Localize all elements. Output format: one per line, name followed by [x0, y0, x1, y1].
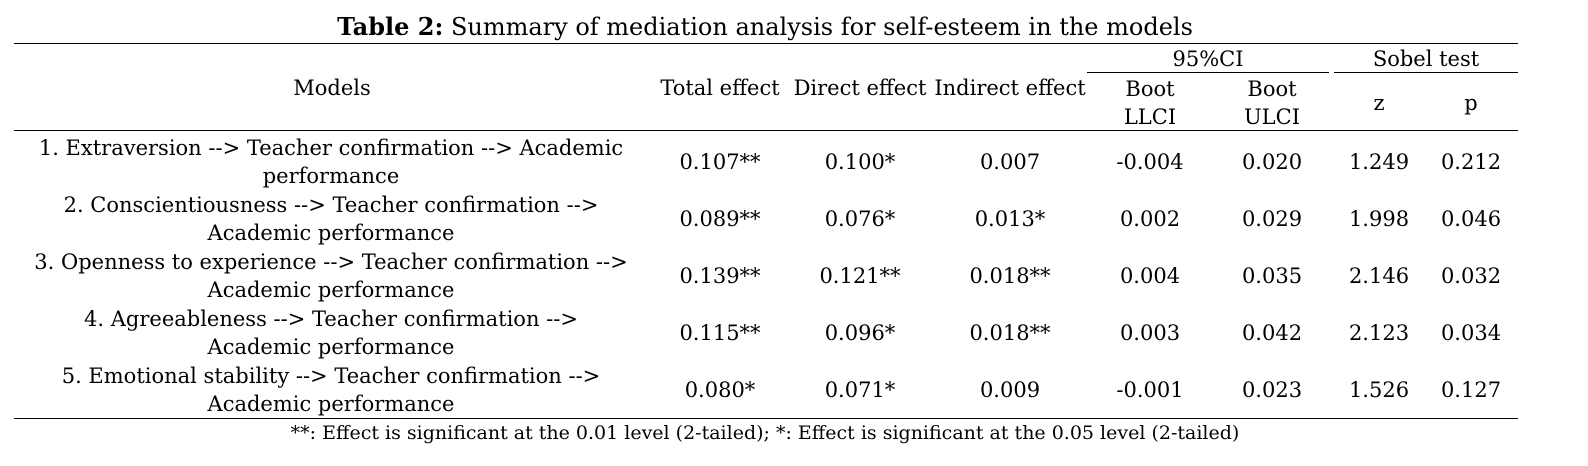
- header-indirect-effect: Indirect effect: [934, 76, 1086, 100]
- cell-z: 1.998: [1348, 206, 1410, 231]
- header-ci-group: 95%CI: [1172, 47, 1244, 71]
- cell-boot-ulci: 0.023: [1241, 378, 1303, 403]
- table-caption: Table 2: Summary of mediation analysis f…: [0, 12, 1530, 42]
- cell-p: 0.034: [1440, 321, 1502, 346]
- header-boot-ulci: Boot ULCI: [1243, 77, 1300, 129]
- cell-p: 0.212: [1440, 149, 1502, 174]
- cell-total-effect: 0.107**: [679, 149, 761, 174]
- sobel-group-rule: [1334, 72, 1518, 73]
- header-z: z: [1373, 91, 1385, 115]
- cell-z: 1.526: [1348, 378, 1410, 403]
- table-footnote: **: Effect is significant at the 0.01 le…: [290, 422, 1240, 444]
- header-sobel-group: Sobel test: [1372, 47, 1480, 71]
- cell-boot-llci: 0.003: [1119, 321, 1181, 346]
- cell-p: 0.127: [1440, 378, 1502, 403]
- cell-direct-effect: 0.121**: [819, 263, 901, 288]
- cell-z: 2.123: [1348, 321, 1410, 346]
- cell-indirect-effect: 0.009: [979, 378, 1041, 403]
- cell-direct-effect: 0.071*: [824, 378, 896, 403]
- cell-boot-llci: -0.001: [1116, 378, 1184, 403]
- cell-model: 4. Agreeableness --> Teacher confirmatio…: [84, 307, 578, 360]
- cell-boot-llci: -0.004: [1116, 149, 1184, 174]
- cell-boot-ulci: 0.042: [1241, 321, 1303, 346]
- cell-indirect-effect: 0.013*: [974, 206, 1046, 231]
- cell-boot-llci: 0.004: [1119, 263, 1181, 288]
- cell-model: 5. Emotional stability --> Teacher confi…: [61, 364, 601, 417]
- cell-direct-effect: 0.100*: [824, 149, 896, 174]
- cell-model: 3. Openness to experience --> Teacher co…: [34, 249, 628, 302]
- header-models: Models: [293, 76, 371, 100]
- header-p: p: [1464, 91, 1478, 115]
- table-caption-label: Table 2:: [337, 12, 444, 41]
- cell-indirect-effect: 0.018**: [969, 263, 1051, 288]
- cell-boot-ulci: 0.029: [1241, 206, 1303, 231]
- cell-direct-effect: 0.076*: [824, 206, 896, 231]
- cell-boot-llci: 0.002: [1119, 206, 1181, 231]
- cell-model: 1. Extraversion --> Teacher confirmation…: [38, 135, 624, 188]
- cell-boot-ulci: 0.035: [1241, 263, 1303, 288]
- cell-indirect-effect: 0.007: [979, 149, 1041, 174]
- header-bottom-rule: [14, 130, 1518, 131]
- ci-group-rule: [1087, 72, 1329, 73]
- cell-total-effect: 0.139**: [679, 263, 761, 288]
- cell-total-effect: 0.115**: [679, 321, 761, 346]
- cell-z: 1.249: [1348, 149, 1410, 174]
- table-bottom-rule: [14, 418, 1518, 419]
- header-boot-llci: Boot LLCI: [1123, 77, 1177, 129]
- header-direct-effect: Direct effect: [793, 76, 927, 100]
- cell-indirect-effect: 0.018**: [969, 321, 1051, 346]
- cell-direct-effect: 0.096*: [824, 321, 896, 346]
- cell-total-effect: 0.089**: [679, 206, 761, 231]
- table-caption-text: Summary of mediation analysis for self-e…: [450, 13, 1193, 41]
- cell-boot-ulci: 0.020: [1241, 149, 1303, 174]
- cell-p: 0.046: [1440, 206, 1502, 231]
- table-top-rule: [14, 43, 1518, 44]
- cell-total-effect: 0.080*: [684, 378, 756, 403]
- cell-p: 0.032: [1440, 263, 1502, 288]
- cell-z: 2.146: [1348, 263, 1410, 288]
- header-total-effect: Total effect: [660, 76, 780, 100]
- cell-model: 2. Conscientiousness --> Teacher confirm…: [63, 192, 599, 245]
